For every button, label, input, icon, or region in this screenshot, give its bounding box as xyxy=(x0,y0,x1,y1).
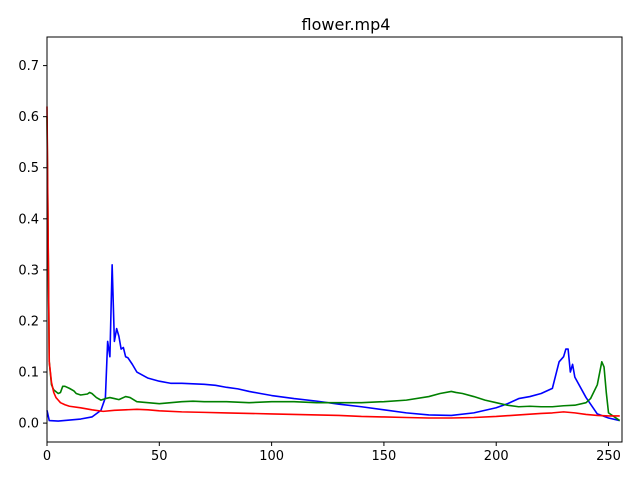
y-tick-label: 0.3 xyxy=(18,263,39,278)
x-tick-label: 0 xyxy=(43,449,51,464)
plot-area: 0 50 100 150 200 250 0.0 0.1 0.2 0.3 0.4 0.5 0.6 0.7 xyxy=(18,36,623,464)
x-tick-label: 50 xyxy=(151,449,168,464)
x-tick-label: 100 xyxy=(259,449,284,464)
x-tick-label: 150 xyxy=(372,449,397,464)
series-line-1 xyxy=(46,263,620,422)
y-tick-label: 0.6 xyxy=(18,110,39,125)
chart-title: flower.mp4 xyxy=(302,15,391,34)
series-line-2 xyxy=(46,116,621,422)
y-tick-label: 0.5 xyxy=(18,161,39,176)
y-tick-label: 0.4 xyxy=(18,212,39,227)
axes-frame xyxy=(46,36,623,443)
series-line-3 xyxy=(46,106,620,419)
y-tick-label: 0.2 xyxy=(18,314,39,329)
y-tick-label: 0.0 xyxy=(18,417,39,432)
x-tick-label: 200 xyxy=(484,449,509,464)
x-tick-label: 250 xyxy=(596,449,621,464)
y-tick-label: 0.7 xyxy=(18,59,39,74)
y-tick-label: 0.1 xyxy=(18,366,39,381)
